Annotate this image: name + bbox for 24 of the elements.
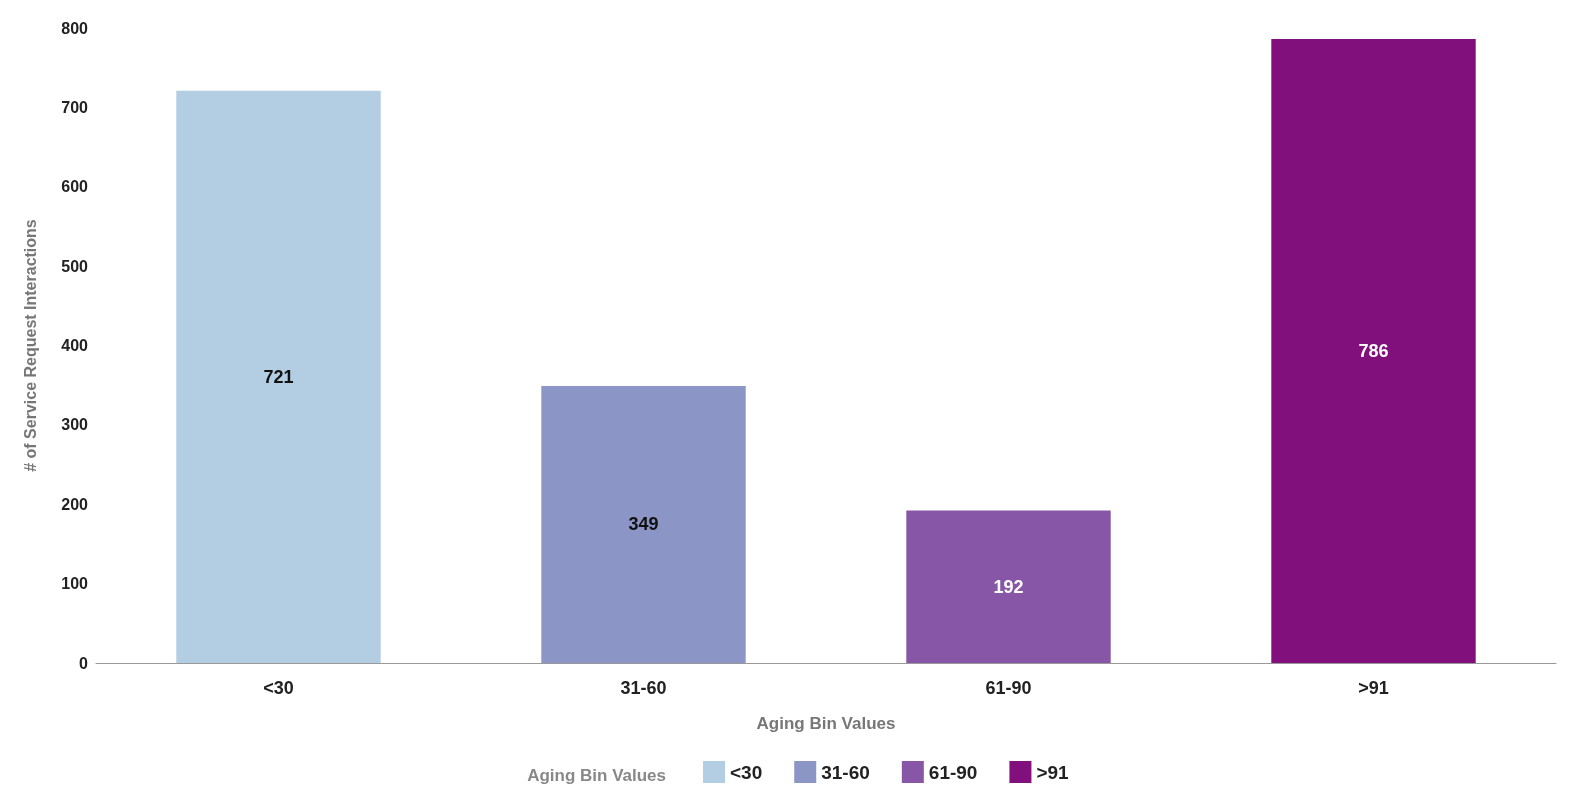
legend-label: <30 [730, 761, 763, 783]
x-tick-label: 61-90 [985, 678, 1032, 698]
data-label: 192 [993, 576, 1024, 597]
legend-title: Aging Bin Values [527, 766, 666, 785]
data-label: 349 [628, 514, 659, 535]
y-tick-label: 100 [61, 575, 89, 593]
y-tick-label: 600 [61, 178, 89, 196]
y-tick-label: 400 [61, 337, 89, 354]
legend-label: 31-60 [821, 761, 870, 783]
x-tick-label: <30 [263, 678, 294, 698]
y-tick-label: 800 [61, 19, 89, 37]
x-axis-title: Aging Bin Values [756, 714, 896, 733]
x-tick-label: >91 [1358, 678, 1389, 698]
legend-label: 61-90 [928, 761, 978, 783]
x-tick-label: 31-60 [620, 678, 667, 698]
y-tick-label: 0 [79, 654, 89, 672]
y-tick-label: 300 [61, 416, 89, 434]
legend-label: >91 [1036, 761, 1070, 783]
data-label: 786 [1358, 341, 1389, 362]
data-label: 721 [263, 366, 294, 387]
y-tick-label: 500 [61, 257, 89, 275]
y-tick-label: 700 [61, 98, 89, 116]
y-axis-title: # of Service Request Interactions [21, 219, 39, 472]
y-tick-label: 200 [61, 495, 89, 513]
